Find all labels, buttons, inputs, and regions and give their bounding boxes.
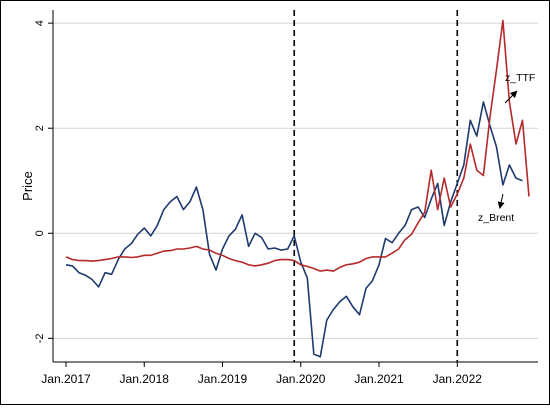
series-line-z-brent <box>65 101 523 358</box>
x-tick-label: Jan.2020 <box>276 372 326 386</box>
arrow-z-ttf <box>504 90 518 104</box>
x-tick-label: Jan.2017 <box>41 372 91 386</box>
axes: -2 0 2 4 Jan.2017 Jan.2018 Jan.2019 Jan.2020 Jan… <box>20 10 538 386</box>
y-tick-label: 0 <box>34 230 46 236</box>
annotation-z-ttf: z_TTF <box>505 72 535 84</box>
x-tick-label: Jan.2018 <box>120 372 170 386</box>
x-tick-label: Jan.2022 <box>433 372 483 386</box>
series-line-z-ttf <box>65 19 530 272</box>
y-axis-title: Price <box>20 171 35 201</box>
arrow-z-brent <box>497 193 505 209</box>
x-tick-label: Jan.2021 <box>354 372 404 386</box>
annotation-z-brent: z_Brent <box>478 212 514 224</box>
series-lines <box>65 19 530 358</box>
y-tick-label: -2 <box>34 333 46 343</box>
vertical-event-lines <box>293 10 459 362</box>
y-tick-label: 2 <box>34 125 46 131</box>
annotations: z_TTF z_Brent <box>478 72 535 224</box>
y-tick-label: 4 <box>34 20 46 26</box>
x-tick-label: Jan.2019 <box>198 372 248 386</box>
